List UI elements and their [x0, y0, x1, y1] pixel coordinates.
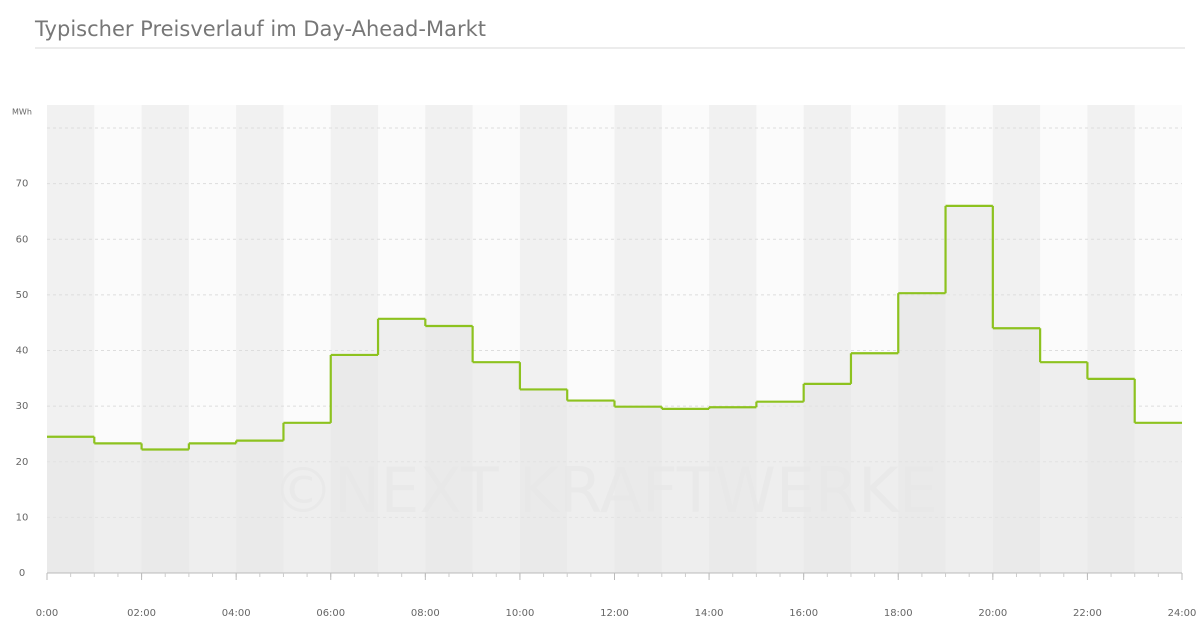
y-tick-label: 60 — [16, 234, 29, 245]
x-tick-label: 10:00 — [506, 608, 535, 619]
x-tick-label: 0:00 — [36, 608, 58, 619]
y-tick-label: 50 — [16, 290, 29, 301]
y-tick-label: 0 — [19, 568, 25, 579]
x-tick-label: 16:00 — [789, 608, 818, 619]
y-axis-label: MWh — [12, 108, 32, 117]
x-tick-label: 14:00 — [695, 608, 724, 619]
chart-title: Typischer Preisverlauf im Day-Ahead-Mark… — [34, 17, 486, 41]
x-tick-label: 06:00 — [316, 608, 345, 619]
x-tick-label: 08:00 — [411, 608, 440, 619]
y-tick-label: 30 — [16, 401, 29, 412]
y-tick-label: 40 — [16, 346, 29, 357]
x-tick-label: 02:00 — [127, 608, 156, 619]
x-tick-label: 12:00 — [600, 608, 629, 619]
y-tick-label: 10 — [16, 512, 29, 523]
x-tick-label: 20:00 — [978, 608, 1007, 619]
x-tick-label: 04:00 — [222, 608, 251, 619]
x-tick-label: 24:00 — [1168, 608, 1197, 619]
x-tick-label: 22:00 — [1073, 608, 1102, 619]
y-tick-label: 20 — [16, 457, 29, 468]
x-tick-label: 18:00 — [884, 608, 913, 619]
y-tick-label: 70 — [16, 179, 29, 190]
